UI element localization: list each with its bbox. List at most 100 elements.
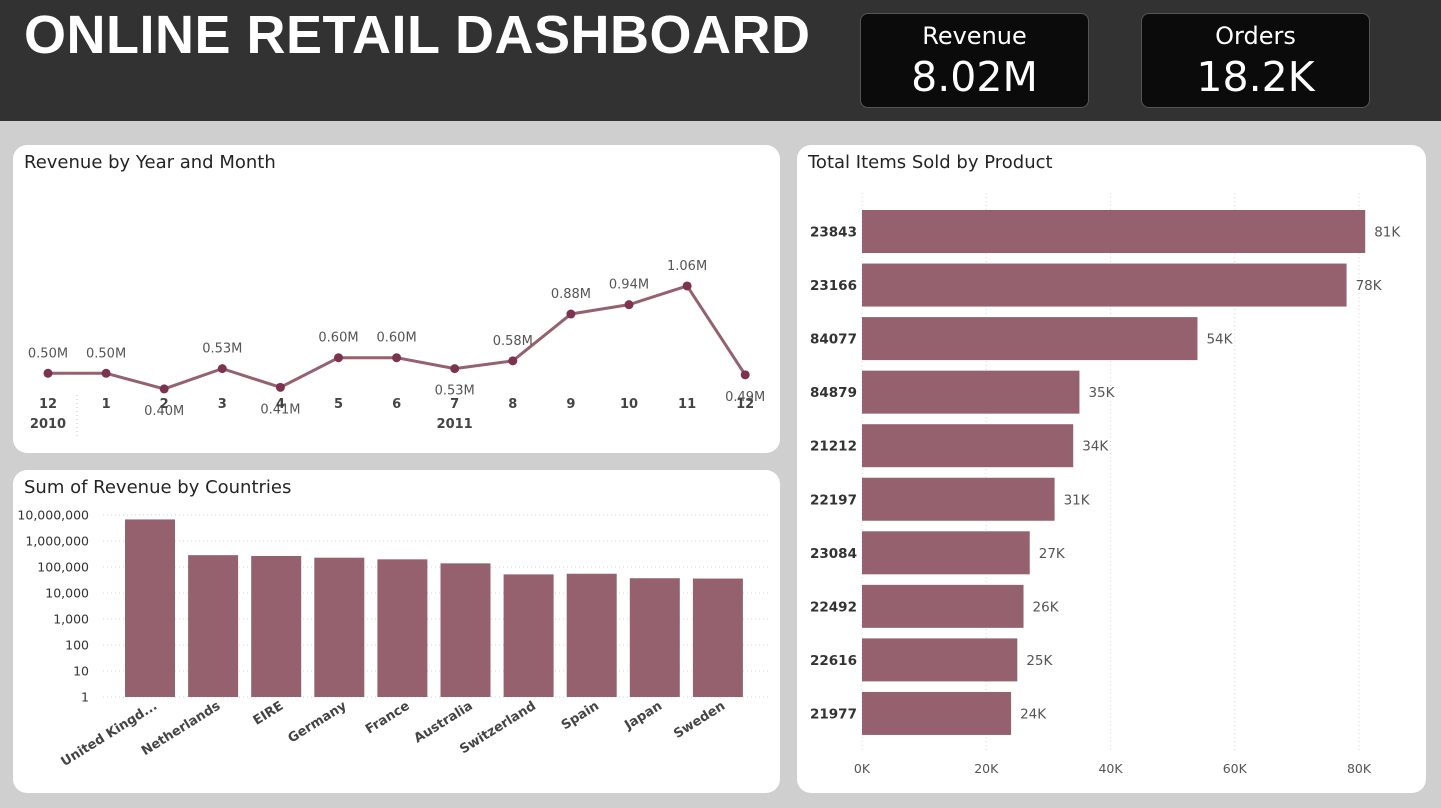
- product-bar: [862, 477, 1055, 521]
- country-bar: [251, 555, 302, 697]
- chart-title: Total Items Sold by Product: [808, 152, 1053, 173]
- country-bar: [125, 519, 175, 697]
- items-by-product-card[interactable]: Total Items Sold by Product 0K 20K 40K 60K 8…: [797, 145, 1426, 793]
- x-tick-label: 5: [334, 397, 343, 412]
- x-tick-label: 8: [508, 397, 517, 412]
- y-tick-label: 100,000: [37, 560, 89, 575]
- data-point: [682, 281, 692, 291]
- x-tick-label: France: [363, 699, 413, 738]
- data-point: [159, 384, 169, 394]
- kpi-label: Orders: [1215, 22, 1296, 50]
- x-group-label: 2011: [437, 417, 473, 432]
- data-label: 78K: [1356, 278, 1383, 294]
- country-bar: [566, 573, 617, 697]
- country-bar: [314, 557, 365, 697]
- y-tick-label: 10,000,000: [17, 508, 89, 523]
- y-tick-label: 23084: [810, 546, 857, 562]
- x-tick-label: Sweden: [671, 699, 728, 742]
- x-tick-label: 40K: [1098, 761, 1123, 776]
- y-tick-label: 23166: [810, 278, 857, 294]
- data-point: [101, 368, 111, 378]
- y-tick-label: 10,000: [45, 586, 89, 601]
- y-tick-label: 1,000: [53, 612, 89, 627]
- revenue-by-month-card[interactable]: Revenue by Year and Month 0.50M 0.50M 0.40…: [13, 145, 780, 453]
- product-bar: [862, 638, 1018, 682]
- product-bar: [862, 210, 1366, 253]
- y-tick-label: 22616: [810, 653, 857, 669]
- country-bar: [188, 555, 239, 697]
- country-bar: [629, 578, 680, 697]
- y-tick-label: 84879: [810, 385, 857, 401]
- y-tick-label: 22492: [810, 599, 857, 615]
- product-bar-chart: 0K 20K 40K 60K 80K 23843 81K 23166 78K 84077 54K 84…: [810, 193, 1401, 776]
- y-tick-label: 10: [73, 664, 89, 679]
- data-point: [43, 368, 53, 378]
- country-bar-chart: 1 10 100 1,000 10,000 100,000 1,000,000 10,000,…: [17, 508, 768, 770]
- data-label: 0.41M: [260, 402, 300, 417]
- y-tick-label: 23843: [810, 225, 857, 241]
- x-tick-label: 4: [276, 397, 285, 412]
- y-tick-label: 21212: [810, 439, 857, 455]
- x-tick-label: Spain: [559, 699, 602, 734]
- x-tick-label: United Kingd...: [59, 699, 161, 770]
- data-label: 34K: [1082, 439, 1109, 455]
- orders-kpi-card[interactable]: Orders 18.2K: [1141, 13, 1370, 108]
- x-tick-label: Germany: [286, 698, 350, 746]
- product-bar: [862, 424, 1074, 468]
- data-label: 0.60M: [377, 331, 417, 346]
- x-tick-label: 20K: [974, 761, 999, 776]
- data-label: 0.60M: [318, 331, 358, 346]
- data-label: 81K: [1374, 225, 1401, 241]
- dashboard-title: ONLINE RETAIL DASHBOARD: [24, 5, 811, 65]
- data-label: 26K: [1033, 599, 1060, 615]
- y-tick-label: 21977: [810, 706, 857, 722]
- dashboard-header: ONLINE RETAIL DASHBOARD Revenue 8.02M Or…: [0, 0, 1441, 121]
- y-tick-label: 1,000,000: [25, 534, 89, 549]
- revenue-by-country-card[interactable]: Sum of Revenue by Countries 1 10 100 1,000 1…: [13, 470, 780, 793]
- x-tick-label: 12: [39, 397, 57, 412]
- y-tick-label: 100: [65, 638, 89, 653]
- country-bar: [692, 578, 743, 697]
- x-tick-label: Japan: [621, 699, 665, 734]
- product-bar: [862, 370, 1080, 414]
- chart-title: Sum of Revenue by Countries: [24, 477, 292, 498]
- kpi-value: 8.02M: [911, 53, 1038, 101]
- x-tick-label: 1: [102, 397, 111, 412]
- x-tick-label: 80K: [1347, 761, 1372, 776]
- data-point: [624, 300, 634, 310]
- revenue-line-chart: 0.50M 0.50M 0.40M 0.53M 0.41M 0.60M 0.60M 0.53M…: [28, 259, 765, 437]
- x-tick-label: EIRE: [251, 699, 287, 729]
- data-label: 35K: [1088, 385, 1115, 401]
- chart-title: Revenue by Year and Month: [24, 152, 276, 173]
- data-point: [450, 364, 460, 374]
- data-label: 31K: [1064, 492, 1091, 508]
- kpi-value: 18.2K: [1196, 53, 1315, 101]
- data-label: 0.94M: [609, 278, 649, 293]
- x-tick-label: 10: [620, 397, 638, 412]
- product-bar: [862, 691, 1012, 735]
- country-bar: [377, 559, 428, 697]
- data-label: 0.49M: [725, 390, 765, 405]
- x-tick-label: 60K: [1223, 761, 1248, 776]
- data-point: [217, 364, 227, 374]
- data-point: [508, 356, 518, 366]
- product-bar: [862, 317, 1198, 361]
- data-label: 25K: [1026, 653, 1053, 669]
- x-tick-label: 11: [678, 397, 696, 412]
- product-bar: [862, 531, 1030, 575]
- y-tick-label: 1: [81, 690, 89, 705]
- country-bar: [440, 563, 491, 697]
- y-tick-label: 84077: [810, 332, 857, 348]
- data-label: 0.53M: [202, 342, 242, 357]
- x-tick-label: 9: [566, 397, 575, 412]
- data-label: 0.50M: [86, 346, 126, 361]
- kpi-label: Revenue: [922, 22, 1027, 50]
- x-tick-label: 6: [392, 397, 401, 412]
- revenue-kpi-card[interactable]: Revenue 8.02M: [860, 13, 1089, 108]
- product-bar: [862, 584, 1024, 628]
- y-tick-label: 22197: [810, 492, 857, 508]
- product-bar: [862, 263, 1347, 307]
- data-label: 0.40M: [144, 404, 184, 419]
- data-point: [275, 382, 285, 392]
- data-point: [334, 353, 343, 363]
